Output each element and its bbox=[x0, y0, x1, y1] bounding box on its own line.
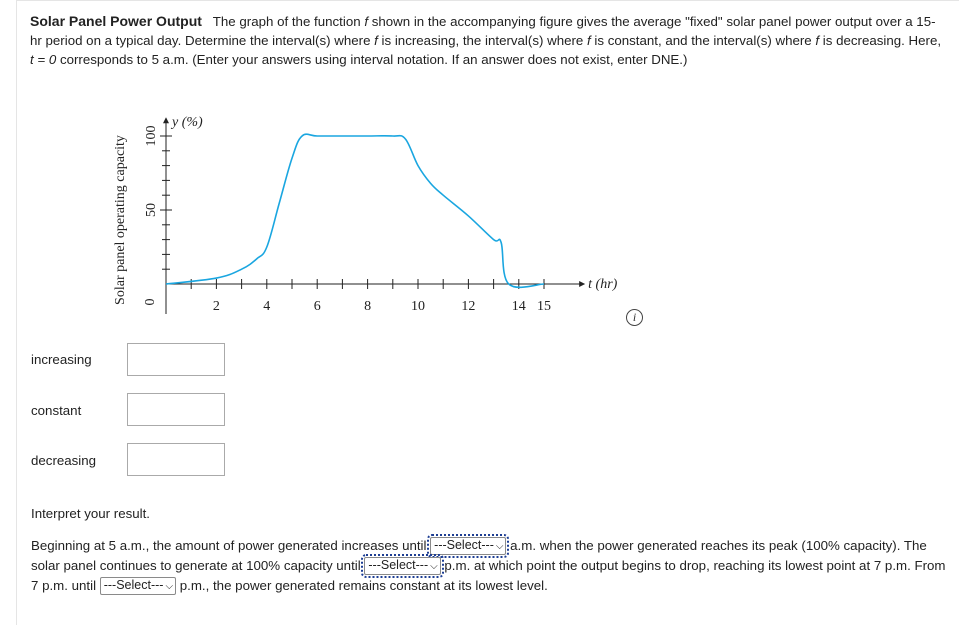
select-value: ---Select--- bbox=[103, 578, 164, 592]
function-f: f bbox=[364, 14, 369, 29]
y-axis-arrow bbox=[163, 117, 169, 124]
constant-input[interactable] bbox=[127, 393, 225, 426]
interpret-text-3: p.m. at which point the output begins to… bbox=[31, 558, 946, 593]
problem-frame bbox=[16, 0, 959, 625]
lowest-end-select[interactable]: ---Select--- ⌵ bbox=[99, 577, 177, 595]
increasing-input[interactable] bbox=[127, 343, 225, 376]
select-value: ---Select--- bbox=[368, 558, 429, 572]
y-axis-label: Solar panel operating capacity bbox=[113, 135, 128, 305]
problem-statement: Solar Panel Power Output The graph of th… bbox=[30, 12, 945, 69]
info-icon[interactable]: i bbox=[626, 309, 643, 326]
y-axis-unit-label: y (%) bbox=[170, 115, 203, 130]
interpret-text-2: a.m. when the power generated reaches it… bbox=[31, 538, 927, 573]
y-tick-label: 50 bbox=[144, 203, 159, 217]
x-tick-label: 8 bbox=[364, 299, 371, 314]
select-value: ---Select--- bbox=[434, 538, 494, 552]
interpret-paragraph: Beginning at 5 a.m., the amount of power… bbox=[31, 534, 946, 596]
problem-text-1: The graph of the function bbox=[212, 14, 365, 29]
function-f: f bbox=[815, 33, 820, 48]
x-tick-label: 15 bbox=[537, 299, 551, 314]
interpret-heading: Interpret your result. bbox=[31, 506, 150, 521]
peak-end-select[interactable]: ---Select--- ⌵ bbox=[361, 554, 444, 578]
constant-label: constant bbox=[31, 403, 82, 418]
interpret-text-4: p.m., the power generated remains consta… bbox=[176, 578, 548, 593]
problem-text-4: is constant, and the interval(s) where bbox=[590, 33, 816, 48]
x-axis-arrow bbox=[579, 281, 586, 287]
chevron-down-icon: ⌵ bbox=[430, 561, 438, 572]
t-equals-zero: t = 0 bbox=[30, 52, 57, 67]
problem-text-6: corresponds to 5 a.m. (Enter your answer… bbox=[56, 52, 688, 67]
origin-label: 0 bbox=[143, 299, 158, 306]
problem-text-2: shown in the accompanying figure gives t… bbox=[30, 14, 936, 48]
interpretation-section: Interpret your result. Beginning at 5 a.… bbox=[31, 504, 946, 596]
increasing-label: increasing bbox=[31, 352, 92, 367]
power-output-chart: 50 100 0 2 4 6 8 10 12 14 15 y (%) t (hr) Solar panel… bbox=[113, 115, 618, 314]
problem-title: Solar Panel Power Output bbox=[30, 13, 202, 29]
x-tick-label: 4 bbox=[263, 299, 270, 314]
x-tick-label: 14 bbox=[512, 299, 526, 314]
decreasing-input[interactable] bbox=[127, 443, 225, 476]
function-f: f bbox=[587, 33, 591, 48]
decreasing-label: decreasing bbox=[31, 453, 97, 468]
x-axis-unit-label: t (hr) bbox=[588, 277, 618, 292]
function-f: f bbox=[374, 33, 378, 48]
problem-text-3: is increasing, the interval(s) where bbox=[377, 33, 587, 48]
y-tick-label: 100 bbox=[144, 126, 159, 147]
peak-start-select[interactable]: ---Select--- ⌵ bbox=[427, 534, 510, 558]
chevron-down-icon: ⌵ bbox=[165, 581, 174, 592]
power-output-line bbox=[165, 133, 545, 289]
problem-text-5: is decreasing. Here, bbox=[819, 33, 942, 48]
x-tick-label: 12 bbox=[461, 299, 475, 314]
chevron-down-icon: ⌵ bbox=[495, 541, 504, 552]
x-tick-label: 2 bbox=[213, 299, 220, 314]
interpret-text-1: Beginning at 5 a.m., the amount of power… bbox=[31, 538, 431, 553]
x-tick-label: 10 bbox=[411, 299, 425, 314]
x-tick-label: 6 bbox=[314, 299, 321, 314]
